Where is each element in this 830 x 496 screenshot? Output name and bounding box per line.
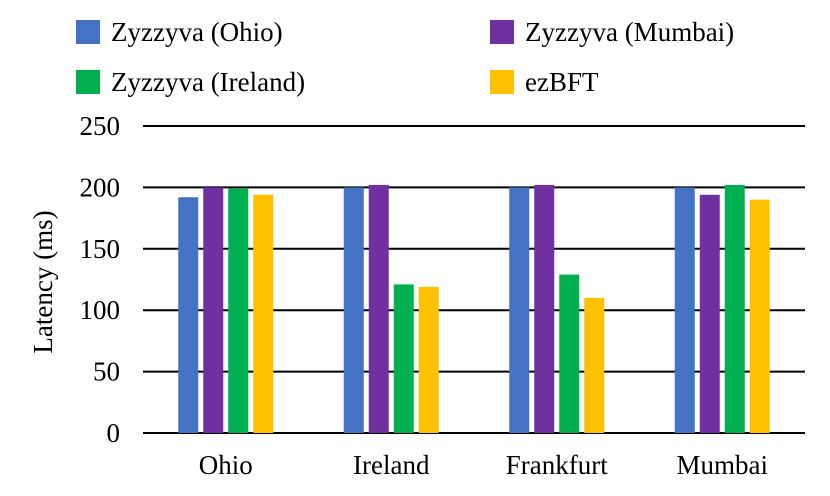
bar-frankfurt-series-3 (584, 297, 605, 433)
x-category-label: Frankfurt (506, 450, 608, 480)
y-tick-label: 150 (80, 234, 121, 264)
x-axis-categories: Ohio Ireland Frankfurt Mumbai (199, 450, 768, 480)
bar-ohio-series-0 (178, 197, 199, 433)
y-tick-label: 0 (107, 418, 121, 448)
legend-swatch (76, 20, 100, 44)
bar-frankfurt-series-0 (509, 187, 530, 433)
legend-swatch (490, 70, 514, 94)
bar-mumbai-series-0 (674, 187, 695, 433)
bar-ohio-series-2 (228, 188, 249, 433)
y-tick-label: 50 (93, 357, 120, 387)
bar-ireland-series-1 (368, 184, 389, 433)
legend-swatch (76, 70, 100, 94)
bar-ireland-series-3 (418, 286, 439, 433)
bar-frankfurt-series-2 (559, 274, 580, 433)
bar-mumbai-series-1 (699, 194, 720, 433)
x-category-label: Ireland (353, 450, 430, 480)
bar-ireland-series-0 (343, 187, 364, 433)
y-tick-label: 250 (80, 111, 121, 141)
legend-swatch (490, 20, 514, 44)
bar-mumbai-series-3 (749, 199, 770, 433)
y-tick-label: 200 (80, 172, 121, 202)
legend-label: Zyzzyva (Mumbai) (525, 17, 734, 47)
x-category-label: Ohio (199, 450, 253, 480)
bar-mumbai-series-2 (724, 184, 745, 433)
y-axis-label: Latency (ms) (28, 210, 58, 353)
legend-label: Zyzzyva (Ireland) (111, 67, 305, 97)
legend-label: ezBFT (525, 67, 599, 97)
legend-label: Zyzzyva (Ohio) (111, 17, 283, 47)
legend: Zyzzyva (Ohio) Zyzzyva (Mumbai) Zyzzyva (I… (76, 17, 734, 97)
bar-ohio-series-3 (253, 194, 274, 433)
bars (178, 184, 770, 433)
y-tick-label: 100 (80, 295, 121, 325)
x-category-label: Mumbai (677, 450, 769, 480)
bar-ohio-series-1 (203, 187, 224, 433)
bar-frankfurt-series-1 (534, 184, 555, 433)
y-axis-ticks: 0 50 100 150 200 250 (80, 111, 121, 448)
bar-ireland-series-2 (393, 284, 414, 433)
